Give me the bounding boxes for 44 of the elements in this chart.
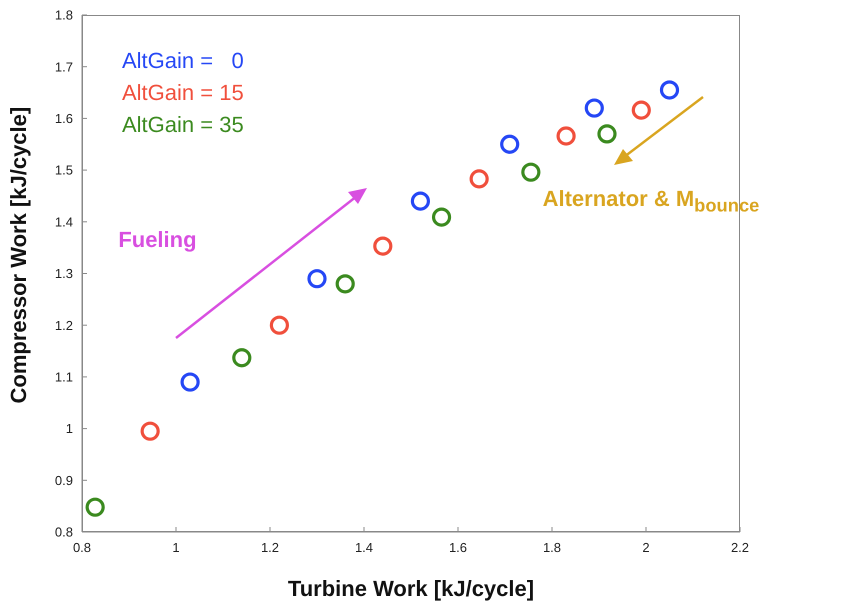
y-tick-label: 1.6 [54,111,73,126]
x-tick-label: 0.8 [72,540,92,556]
point [307,269,327,288]
point [270,316,289,335]
text: AltGain = 15 [122,79,244,107]
y-tick-label: 1.2 [54,318,73,333]
text: AltGain = 35 [122,111,244,139]
point [632,100,651,120]
x-tick-label: 2 [642,540,650,556]
point [660,80,680,100]
x-tick-label: 1.6 [448,540,468,556]
point [500,134,520,154]
y-tick-label: 1.5 [54,162,73,178]
point [373,236,392,256]
x-tick-label: 2.2 [730,540,750,556]
annotation: Alternator & M$_{bounce}$ [542,186,760,216]
y-axis-title: Compressor Work [kJ/cycle] [6,106,31,404]
point [584,98,604,118]
annotation: Fueling [118,226,197,253]
y-tick-label: 1 [66,421,73,436]
x-tick-label: 1 [172,540,180,556]
x-axis-title: Turbine Work [kJ/cycle] [288,576,534,601]
y-tick-label: 0.8 [54,524,73,540]
point [140,422,160,441]
point [556,126,576,146]
y-tick-label: 1.4 [54,214,73,230]
y-tick-label: 1.1 [54,370,73,385]
text: AltGain = 0 [122,47,244,75]
x-tick-label: 1.4 [354,540,374,556]
point [180,372,200,392]
point [470,169,489,188]
y-tick-label: 1.3 [54,266,73,282]
y-tick-label: 1.8 [54,8,73,23]
point [232,348,252,368]
y-tick-label: 0.9 [54,472,73,488]
point [432,208,452,227]
point [521,162,540,182]
point [86,498,105,517]
point [336,274,355,294]
x-tick-label: 1.2 [260,540,280,556]
point [410,192,430,211]
y-tick-label: 1.7 [54,59,73,74]
x-tick-label: 1.8 [542,540,562,556]
point [597,124,617,144]
